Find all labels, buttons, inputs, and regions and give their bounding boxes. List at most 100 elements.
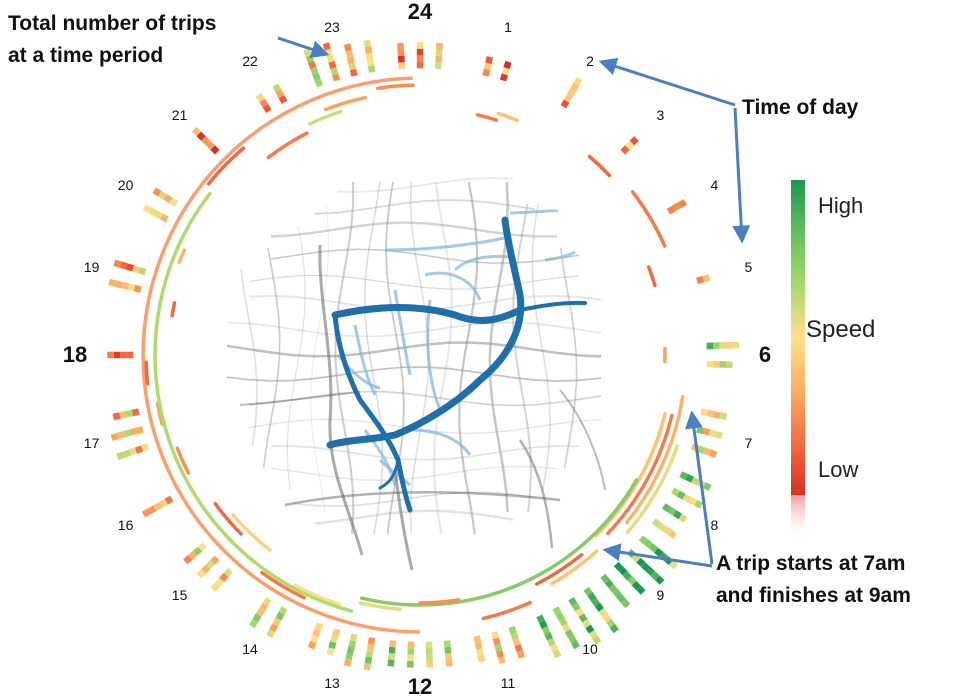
histogram-cell bbox=[552, 649, 562, 659]
histogram-cell bbox=[310, 634, 319, 644]
histogram-cell bbox=[407, 648, 415, 655]
road bbox=[336, 176, 514, 193]
histogram-cell bbox=[503, 60, 512, 69]
histogram-cell bbox=[326, 647, 335, 656]
histogram-cell bbox=[205, 140, 215, 150]
road bbox=[226, 321, 602, 338]
trip-arc bbox=[266, 131, 309, 160]
histogram-cell bbox=[112, 412, 121, 420]
histogram-cell bbox=[159, 213, 169, 223]
histogram-cell bbox=[272, 83, 282, 93]
histogram-cell bbox=[345, 49, 354, 58]
histogram-cell bbox=[719, 361, 727, 368]
histogram-cell bbox=[416, 55, 424, 62]
road bbox=[393, 469, 414, 571]
histogram-cell bbox=[307, 60, 317, 70]
histogram-cell bbox=[598, 608, 608, 618]
road bbox=[270, 221, 557, 238]
histogram-cell bbox=[627, 575, 637, 586]
histogram-cell bbox=[444, 653, 452, 661]
hour-label-22: 22 bbox=[242, 52, 258, 69]
route-minor bbox=[384, 236, 506, 252]
histogram-cell bbox=[709, 449, 718, 458]
annotation-trip-example-line1: A trip starts at 7am bbox=[716, 552, 906, 575]
histogram-cell bbox=[223, 567, 233, 578]
histogram-cell bbox=[702, 274, 711, 283]
route-minor bbox=[378, 458, 412, 487]
histogram-cell bbox=[567, 88, 577, 98]
histogram-cell bbox=[726, 341, 733, 349]
road bbox=[432, 181, 453, 535]
histogram-cell bbox=[703, 447, 712, 456]
histogram-cell bbox=[668, 560, 679, 570]
hour-label-6: 6 bbox=[758, 342, 772, 367]
histogram-cell bbox=[116, 451, 125, 460]
histogram-cell bbox=[590, 597, 601, 607]
histogram-cell bbox=[725, 361, 733, 369]
histogram-cell bbox=[128, 447, 137, 456]
histogram-cell bbox=[691, 476, 700, 486]
histogram-cell bbox=[363, 662, 371, 671]
histogram-cell bbox=[497, 656, 506, 665]
histogram-cell bbox=[113, 259, 122, 268]
histogram-cell bbox=[477, 654, 486, 663]
histogram-cell bbox=[435, 42, 443, 50]
histogram-cell bbox=[594, 602, 604, 612]
road bbox=[292, 491, 536, 508]
histogram-cell bbox=[609, 624, 619, 634]
trip-arc bbox=[155, 401, 164, 426]
histogram-cell bbox=[578, 613, 588, 623]
histogram-cell bbox=[122, 449, 131, 458]
histogram-cell bbox=[555, 611, 565, 621]
histogram-cell bbox=[473, 635, 482, 644]
histogram-cell bbox=[706, 360, 714, 368]
hour-label-12: 12 bbox=[407, 674, 433, 699]
route-minor bbox=[509, 209, 559, 215]
histogram-cell bbox=[364, 656, 373, 665]
histogram-cell bbox=[349, 633, 358, 642]
histogram-cell bbox=[367, 637, 376, 645]
histogram-cell bbox=[191, 127, 202, 137]
histogram-cell bbox=[714, 431, 723, 440]
histogram-cell bbox=[602, 613, 612, 623]
histogram-cell bbox=[719, 412, 728, 420]
histogram-cell bbox=[330, 634, 339, 643]
road bbox=[262, 247, 281, 469]
trip-arc bbox=[308, 109, 343, 126]
histogram-cell bbox=[550, 643, 559, 653]
histogram-cell bbox=[388, 646, 396, 654]
histogram-cell bbox=[163, 194, 173, 204]
histogram-cell bbox=[363, 39, 372, 48]
trip-arc bbox=[550, 549, 599, 586]
trip-arc bbox=[177, 248, 187, 265]
histogram-cell bbox=[193, 546, 203, 556]
histogram-cell bbox=[445, 659, 453, 667]
road bbox=[531, 203, 551, 491]
road bbox=[270, 248, 580, 264]
route-major bbox=[332, 312, 413, 513]
histogram-cell bbox=[501, 67, 510, 76]
route-minor bbox=[353, 324, 377, 396]
histogram-cell bbox=[314, 622, 324, 631]
histogram-cell bbox=[662, 525, 672, 535]
histogram-cell bbox=[416, 61, 424, 69]
route-major bbox=[326, 216, 525, 449]
histogram-cell bbox=[275, 611, 285, 621]
histogram-cell bbox=[588, 630, 598, 640]
histogram-cell bbox=[147, 505, 157, 515]
histogram-cell bbox=[328, 641, 337, 650]
hour-label-14: 14 bbox=[242, 641, 258, 658]
histogram-cell bbox=[425, 641, 433, 649]
histogram-cell bbox=[134, 445, 144, 454]
histogram-cell bbox=[510, 631, 519, 641]
histogram-cell bbox=[682, 493, 692, 503]
route-major bbox=[518, 300, 587, 312]
road bbox=[364, 181, 384, 535]
hour-label-9: 9 bbox=[656, 587, 665, 604]
legend-low-label: Low bbox=[818, 457, 859, 482]
arrow-time-of-day-ring bbox=[732, 107, 751, 244]
histogram-cell bbox=[606, 618, 616, 628]
trip-arc bbox=[231, 513, 272, 552]
histogram-cell bbox=[366, 643, 375, 652]
